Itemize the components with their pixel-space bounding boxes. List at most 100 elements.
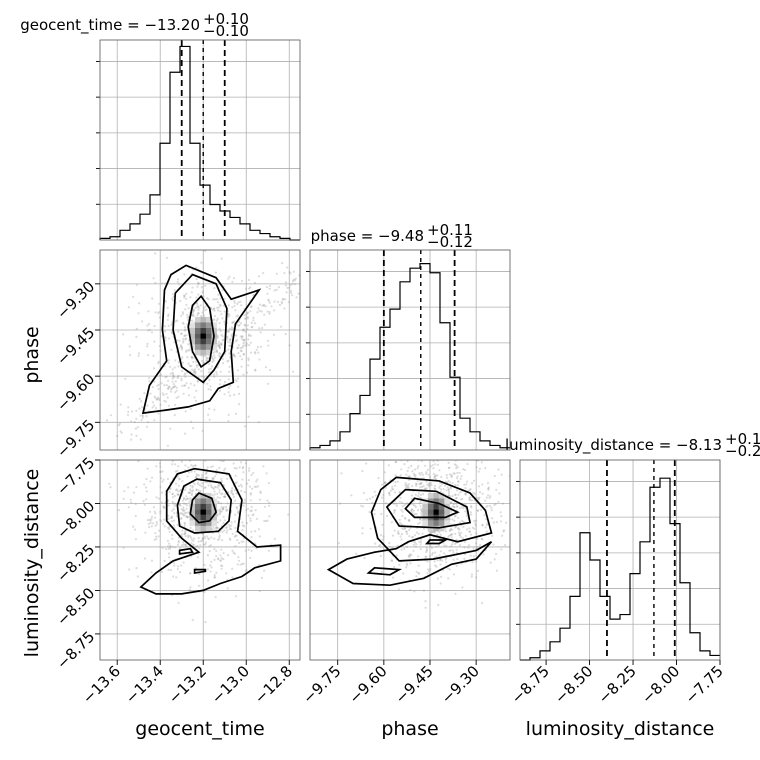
- scatter-point: [487, 486, 490, 489]
- density-cell: [189, 520, 195, 526]
- scatter-point: [458, 533, 462, 536]
- scatter-point: [216, 486, 220, 489]
- scatter-point: [337, 542, 340, 545]
- scatter-point: [272, 333, 275, 336]
- scatter-point: [191, 314, 194, 317]
- scatter-point: [183, 326, 186, 329]
- scatter-point: [187, 471, 191, 474]
- scatter-point: [134, 538, 137, 541]
- scatter-point: [239, 483, 243, 486]
- scatter-point: [225, 526, 228, 529]
- scatter-point: [419, 500, 422, 503]
- scatter-point: [407, 519, 410, 523]
- pair-inner-1: [100, 457, 315, 660]
- scatter-point: [204, 541, 207, 544]
- scatter-point: [243, 323, 246, 326]
- scatter-point: [414, 505, 417, 508]
- density-cell: [427, 520, 434, 526]
- scatter-point: [493, 474, 496, 478]
- scatter-point: [203, 590, 206, 594]
- scatter-point: [476, 509, 479, 512]
- pair-panel-geocent_time-luminosity_distance: [100, 457, 315, 660]
- scatter-point: [432, 460, 435, 463]
- scatter-point: [402, 457, 404, 459]
- scatter-point: [167, 379, 170, 382]
- scatter-point: [220, 313, 223, 316]
- scatter-point: [313, 500, 315, 502]
- scatter-point: [458, 471, 461, 475]
- scatter-point: [264, 519, 268, 523]
- scatter-point: [538, 472, 540, 474]
- scatter-point: [254, 368, 257, 371]
- scatter-point: [465, 483, 468, 486]
- scatter-point: [421, 440, 423, 442]
- scatter-point: [157, 387, 160, 391]
- scatter-point: [408, 555, 411, 559]
- scatter-point: [195, 360, 198, 363]
- scatter-point: [391, 559, 394, 563]
- scatter-point: [434, 474, 437, 477]
- scatter-point: [196, 302, 199, 306]
- scatter-point: [185, 511, 188, 514]
- scatter-point: [154, 396, 157, 399]
- scatter-point: [108, 482, 111, 485]
- scatter-point: [145, 415, 148, 418]
- scatter-point: [120, 431, 123, 434]
- ylabel-luminosity-distance: luminosity_distance: [21, 469, 43, 658]
- scatter-point: [196, 285, 199, 288]
- scatter-point: [240, 457, 242, 459]
- scatter-point: [444, 530, 447, 533]
- scatter-point: [430, 482, 433, 485]
- scatter-point: [122, 497, 125, 500]
- scatter-point: [160, 501, 163, 504]
- scatter-point: [197, 489, 200, 492]
- scatter-point: [455, 538, 458, 541]
- scatter-point: [361, 470, 364, 473]
- scatter-point: [171, 492, 174, 495]
- scatter-point: [231, 321, 234, 324]
- scatter-point: [178, 570, 182, 574]
- scatter-point: [475, 545, 479, 548]
- scatter-point: [190, 542, 193, 545]
- scatter-point: [183, 373, 186, 376]
- scatter-point: [230, 489, 233, 492]
- scatter-point: [213, 574, 216, 577]
- scatter-point: [133, 421, 136, 424]
- scatter-point: [220, 502, 223, 505]
- scatter-point: [171, 368, 174, 371]
- scatter-point: [217, 500, 220, 503]
- scatter-point: [454, 454, 456, 456]
- scatter-point: [137, 354, 140, 357]
- scatter-point: [488, 504, 492, 507]
- density-cell: [211, 509, 217, 515]
- scatter-point: [216, 335, 219, 338]
- scatter-point: [155, 407, 158, 410]
- scatter-point: [412, 543, 415, 547]
- xtick-label-phase-1: −9.60: [345, 662, 390, 707]
- scatter-point: [419, 455, 421, 457]
- scatter-point: [228, 356, 232, 359]
- scatter-point: [171, 297, 174, 300]
- scatter-point: [456, 489, 459, 492]
- scatter-point: [455, 551, 459, 554]
- scatter-point: [229, 384, 232, 387]
- scatter-point: [183, 522, 186, 526]
- scatter-point: [206, 554, 209, 557]
- scatter-point: [400, 526, 403, 529]
- scatter-point: [174, 470, 177, 473]
- scatter-point: [455, 502, 458, 506]
- scatter-point: [209, 388, 212, 391]
- scatter-point: [281, 262, 284, 265]
- scatter-point: [212, 525, 215, 528]
- scatter-point: [173, 403, 177, 407]
- scatter-point: [141, 417, 144, 420]
- scatter-point: [189, 572, 192, 575]
- scatter-point: [246, 328, 249, 331]
- scatter-point: [147, 310, 150, 313]
- scatter-point: [241, 345, 244, 348]
- scatter-point: [154, 281, 157, 284]
- scatter-point: [242, 353, 245, 356]
- scatter-point: [201, 429, 204, 432]
- scatter-point: [452, 551, 455, 554]
- title-phase-err-plus: +0.11: [427, 221, 473, 239]
